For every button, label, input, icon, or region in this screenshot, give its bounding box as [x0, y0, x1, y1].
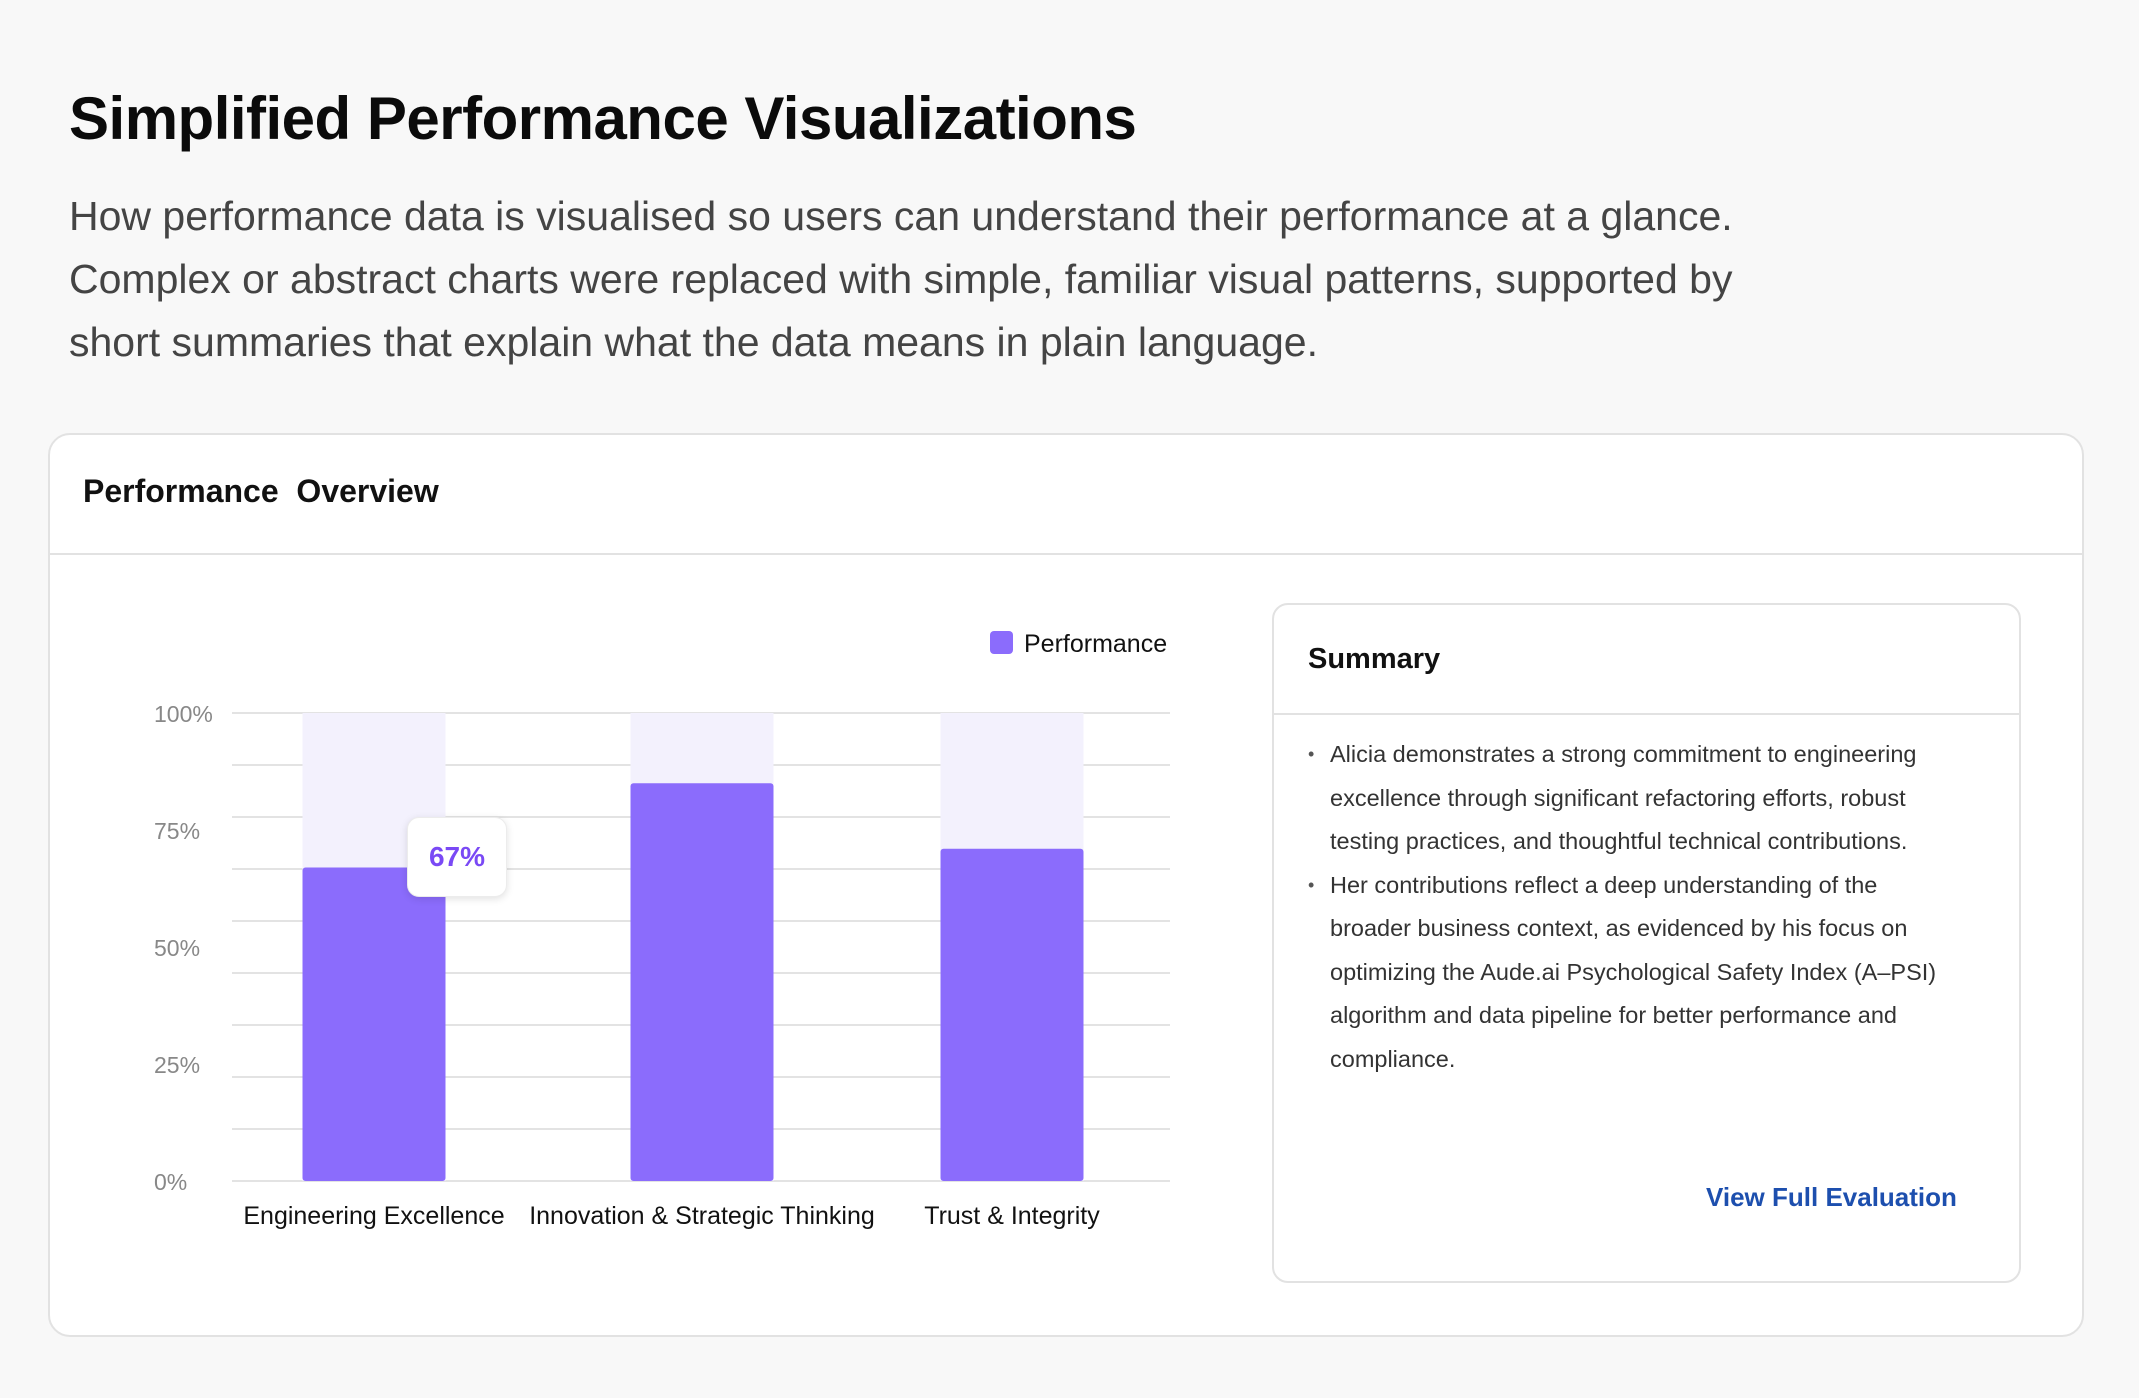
- legend-label: Performance: [1024, 630, 1167, 658]
- performance-overview-card: Performance Overview 100% 75% 50% 25% 0% Engi…: [48, 433, 2084, 1337]
- summary-item-line: broader business context, as evidenced b…: [1330, 915, 1908, 941]
- legend-swatch: [990, 631, 1013, 654]
- y-tick-label: 0%: [154, 1169, 187, 1195]
- y-tick-label: 75%: [154, 818, 200, 844]
- view-full-evaluation-link[interactable]: View Full Evaluation: [1706, 1182, 1957, 1212]
- bullet-icon: •: [1308, 874, 1315, 895]
- page-description-line: How performance data is visualised so us…: [69, 193, 1733, 239]
- y-tick-label: 25%: [154, 1052, 200, 1078]
- summary-title: Summary: [1308, 643, 1441, 675]
- summary-header: Summary: [1274, 605, 2019, 715]
- page-description-line: Complex or abstract charts were replaced…: [69, 256, 1733, 302]
- performance-bar-chart: 100% 75% 50% 25% 0% Engineering Excellence Inn…: [154, 630, 1170, 1230]
- x-category-label: Innovation & Strategic Thinking: [529, 1202, 875, 1230]
- y-tick-label: 100%: [154, 701, 213, 727]
- summary-item-line: Her contributions reflect a deep underst…: [1330, 871, 1878, 898]
- page-title: Simplified Performance Visualizations: [69, 85, 1137, 152]
- page-description-line: short summaries that explain what the da…: [69, 319, 1318, 365]
- summary-item-line: optimizing the Aude.ai Psychological Saf…: [1330, 958, 1937, 985]
- page-description: How performance data is visualised so us…: [69, 185, 1969, 374]
- summary-list: • Alicia demonstrates a strong commitmen…: [1308, 733, 1998, 1081]
- x-category-label: Trust & Integrity: [924, 1202, 1100, 1230]
- summary-item-line: compliance.: [1330, 1045, 1456, 1072]
- y-tick-label: 50%: [154, 935, 200, 961]
- card-title: Performance Overview: [83, 473, 439, 509]
- summary-item: • Her contributions reflect a deep under…: [1308, 864, 1998, 1082]
- summary-item-line: Alicia demonstrates a strong commitment …: [1330, 741, 1917, 767]
- bar-value-tooltip: 67%: [407, 817, 507, 898]
- x-category-label: Engineering Excellence: [243, 1202, 504, 1230]
- bar: [630, 783, 774, 1181]
- summary-item-line: excellence through significant refactori…: [1330, 784, 1906, 811]
- summary-item-line: testing practices, and thoughtful techni…: [1330, 828, 1908, 854]
- summary-item-line: algorithm and data pipeline for better p…: [1330, 1002, 1897, 1028]
- card-header: Performance Overview: [50, 435, 2082, 555]
- summary-panel: Summary • Alicia demonstrates a strong c…: [1272, 603, 2021, 1283]
- bar: [302, 867, 446, 1181]
- summary-item: • Alicia demonstrates a strong commitmen…: [1308, 733, 1998, 864]
- bullet-icon: •: [1308, 744, 1315, 764]
- bar: [940, 848, 1084, 1181]
